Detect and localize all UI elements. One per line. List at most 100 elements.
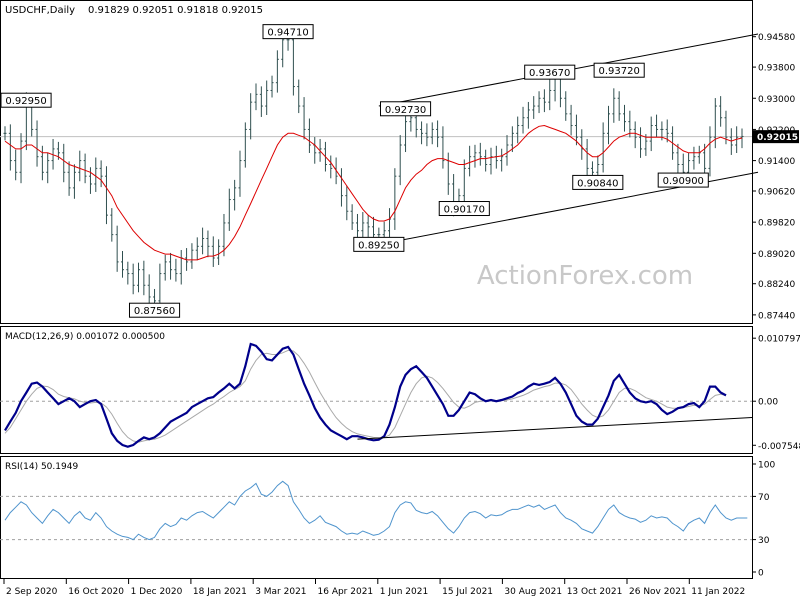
price-bar	[548, 79, 552, 111]
price-annotation: 0.92730	[379, 101, 432, 117]
price-bar	[398, 135, 402, 186]
annotation-label: 0.87560	[134, 306, 175, 317]
annotation-box	[593, 62, 645, 78]
current-price-label: 0.92015	[757, 133, 798, 143]
price-y-tick-label: 0.91400	[758, 157, 795, 167]
x-tick-label: 3 Mar 2021	[255, 587, 306, 597]
x-tick-label: 11 Jan 2022	[691, 587, 745, 597]
price-bar	[254, 83, 258, 111]
price-y-tick-label: 0.89820	[758, 219, 795, 229]
rsi-line	[4, 480, 748, 541]
price-bar	[297, 79, 301, 114]
price-bar	[201, 227, 205, 255]
price-annotation: 0.93670	[524, 64, 576, 80]
price-bar	[83, 153, 87, 184]
macd-panel	[0, 342, 753, 448]
price-bar	[233, 179, 237, 211]
price-bar	[291, 29, 295, 96]
price-bar	[724, 110, 728, 145]
macd-y-tick-label: 0.00	[758, 398, 778, 408]
price-annotation: 0.90900	[657, 172, 709, 188]
price-bar	[521, 106, 525, 134]
rsi-y-tick-label: 30	[758, 536, 770, 546]
price-bar	[473, 144, 477, 168]
price-y-tick-label: 0.89020	[758, 250, 795, 260]
price-bar	[14, 149, 18, 181]
macd-title: MACD(12,26,9) 0.001072 0.000500	[5, 332, 165, 342]
price-bar	[692, 146, 696, 170]
price-bar	[206, 230, 210, 258]
price-bar	[275, 50, 279, 93]
price-bar	[88, 167, 92, 194]
price-bar	[62, 143, 66, 183]
price-bar	[430, 122, 434, 145]
annotation-label: 0.89250	[358, 240, 399, 251]
price-bar	[126, 261, 130, 285]
price-bar	[500, 148, 504, 172]
price-bar	[345, 185, 349, 221]
price-bar	[99, 160, 103, 188]
price-bar	[40, 145, 44, 181]
price-bar	[137, 262, 141, 293]
macd-y-tick-label: -0.007548	[758, 442, 800, 452]
price-bar	[462, 159, 466, 206]
price-bar	[484, 149, 488, 172]
annotation-label: 0.93670	[529, 68, 570, 79]
price-y-tick-label: 0.94580	[758, 33, 795, 43]
price-annotation: 0.92950	[0, 92, 52, 108]
price-bar	[639, 127, 643, 158]
price-bar	[169, 252, 173, 280]
annotation-box	[262, 24, 314, 40]
price-bar	[94, 157, 98, 192]
rsi-y-tick-label: 100	[758, 461, 775, 471]
price-bar	[655, 114, 659, 138]
watermark: ActionForex.com	[477, 261, 693, 291]
current-price-box	[753, 130, 799, 144]
price-bar	[307, 118, 311, 153]
price-bar	[526, 101, 530, 129]
price-annotation: 0.94710	[262, 24, 314, 40]
price-bar	[441, 126, 445, 169]
price-bar	[633, 121, 637, 149]
price-panel: 0.92950 0.94710 0.87560 0.92730 0.89250 0.901…	[0, 24, 759, 318]
macd-panel-frame	[0, 326, 753, 454]
price-bar	[436, 120, 440, 148]
price-bar	[78, 150, 82, 182]
price-bar	[163, 254, 167, 281]
price-annotation: 0.90840	[572, 174, 624, 190]
price-bar	[222, 213, 226, 257]
price-bar	[195, 237, 199, 261]
price-bar	[227, 188, 231, 231]
chart-ohlc: 0.91829 0.92051 0.91818 0.92015	[88, 5, 263, 16]
price-bar	[708, 126, 712, 177]
annotation-box	[657, 172, 709, 188]
annotation-label: 0.90900	[663, 176, 704, 187]
price-bar	[329, 155, 333, 179]
price-bar	[537, 91, 541, 114]
price-bar	[3, 126, 7, 141]
price-bar	[270, 75, 274, 98]
price-bar	[644, 134, 648, 156]
price-bar	[190, 243, 194, 269]
price-bar	[393, 168, 397, 230]
price-bar	[404, 114, 408, 153]
price-bar	[211, 236, 215, 267]
x-tick-label: 13 Oct 2021	[567, 587, 623, 597]
annotation-label: 0.92950	[5, 96, 46, 107]
price-bar	[174, 258, 178, 282]
price-bar	[8, 124, 12, 171]
price-bar	[719, 96, 723, 127]
price-bar	[505, 135, 509, 166]
price-bar	[510, 126, 514, 153]
price-y-tick-label: 0.88240	[758, 280, 795, 290]
annotation-box	[353, 236, 405, 252]
annotation-label: 0.93720	[598, 66, 639, 77]
price-bar	[532, 96, 536, 119]
price-bar	[350, 204, 354, 230]
price-bar	[115, 225, 119, 272]
annotation-label: 0.92730	[385, 105, 426, 116]
price-bar	[676, 143, 680, 175]
price-bar	[420, 121, 424, 145]
price-annotation: 0.93720	[593, 62, 645, 78]
rsi-panel-frame	[0, 456, 753, 579]
